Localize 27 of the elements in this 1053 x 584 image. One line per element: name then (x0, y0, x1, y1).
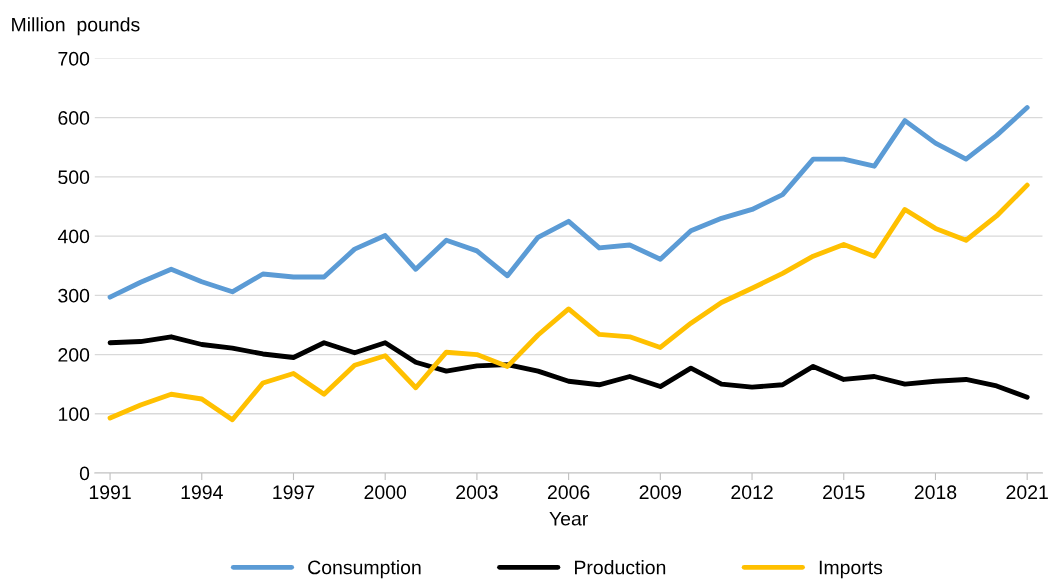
y-tick-label: 500 (58, 170, 90, 185)
x-tick-label: 2006 (547, 485, 590, 500)
x-tick-label: 2003 (456, 485, 498, 500)
line-series (107, 334, 1030, 400)
y-axis-title: Million pounds (12, 17, 140, 36)
x-tick-label: 2000 (364, 485, 407, 500)
y-tick-label: 600 (58, 111, 90, 125)
line-series (107, 182, 1030, 423)
y-tick-label: 400 (57, 229, 90, 244)
y-tick-label: 0 (79, 466, 90, 481)
x-tick-label: 1991 (89, 485, 131, 500)
x-tick-label: 2021 (1006, 485, 1048, 500)
y-tick-label: 700 (58, 51, 90, 66)
x-axis-title: Year (549, 512, 588, 526)
x-tick-label: 2018 (914, 485, 957, 500)
x-tick-label: 2012 (731, 485, 773, 500)
x-tick-label: 2015 (823, 485, 865, 500)
legend-label: Production (575, 560, 666, 575)
y-tick-label: 200 (58, 348, 90, 362)
x-tick-label: 1997 (273, 485, 315, 500)
legend-label: Imports (819, 560, 883, 579)
y-tick-label: 100 (58, 407, 90, 422)
legend-label: Consumption (308, 560, 421, 579)
y-tick-label: 300 (58, 288, 90, 303)
x-tick-label: 2009 (639, 485, 682, 500)
line-series (107, 105, 1030, 300)
x-tick-label: 1994 (181, 485, 223, 500)
